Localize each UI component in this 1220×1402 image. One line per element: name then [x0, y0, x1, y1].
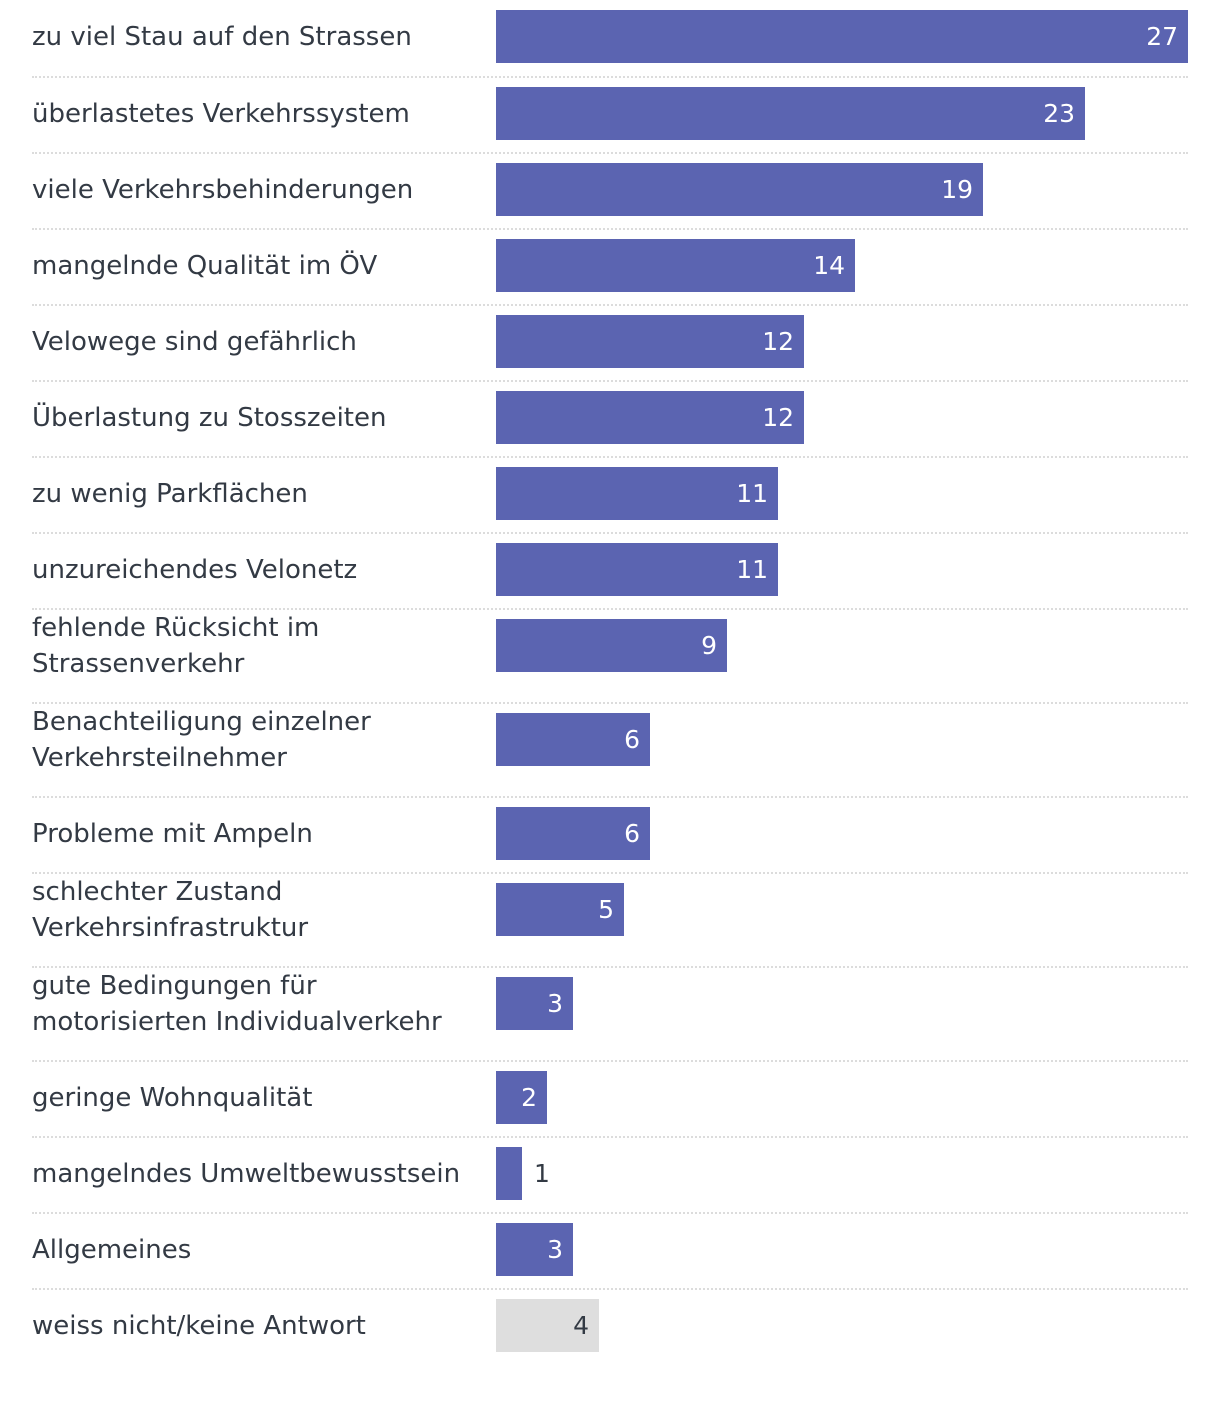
row-separator — [32, 152, 1188, 154]
bar — [496, 1147, 522, 1200]
value-label: 19 — [941, 174, 973, 204]
row-separator — [32, 228, 1188, 230]
category-label-line: viele Verkehrsbehinderungen — [32, 174, 414, 205]
category-label-line: fehlende Rücksicht im — [32, 612, 320, 643]
category-label-line: mangelnde Qualität im ÖV — [32, 250, 378, 281]
category-label: zu wenig Parkflächen — [32, 476, 482, 512]
bar — [496, 619, 727, 672]
category-label-line: Benachteiligung einzelner — [32, 706, 371, 737]
bar — [496, 1299, 599, 1352]
bar — [496, 713, 650, 766]
category-label: Benachteiligung einzelner Verkehrsteilneh… — [32, 704, 482, 776]
bar — [496, 1223, 573, 1276]
value-label: 2 — [521, 1082, 537, 1112]
row-separator — [32, 1288, 1188, 1290]
value-label: 4 — [573, 1310, 589, 1340]
category-label: mangelnde Qualität im ÖV — [32, 248, 482, 284]
category-label-line: Allgemeines — [32, 1234, 192, 1265]
category-label-line: unzureichendes Velonetz — [32, 554, 358, 585]
row-separator — [32, 608, 1188, 610]
category-label: unzureichendes Velonetz — [32, 552, 482, 588]
category-label-line: mangelndes Umweltbewusstsein — [32, 1158, 461, 1189]
row-separator — [32, 872, 1188, 874]
bar — [496, 977, 573, 1030]
category-label-line: Überlastung zu Stosszeiten — [32, 402, 387, 433]
bar — [496, 10, 1188, 63]
bar — [496, 883, 624, 936]
value-label: 3 — [547, 988, 563, 1018]
category-label-line: geringe Wohnqualität — [32, 1082, 313, 1113]
category-label-line: weiss nicht/keine Antwort — [32, 1310, 366, 1341]
category-label: schlechter Zustand Verkehrsinfrastruktur — [32, 874, 482, 946]
row-separator — [32, 380, 1188, 382]
row-separator — [32, 1212, 1188, 1214]
bar — [496, 87, 1085, 140]
row-separator — [32, 76, 1188, 78]
category-label-line: schlechter Zustand — [32, 876, 283, 907]
category-label-line: Verkehrsinfrastruktur — [32, 912, 309, 943]
category-label-line: zu wenig Parkflächen — [32, 478, 308, 509]
row-separator — [32, 702, 1188, 704]
row-separator — [32, 456, 1188, 458]
value-label: 3 — [547, 1234, 563, 1264]
row-separator — [32, 532, 1188, 534]
row-separator — [32, 1136, 1188, 1138]
category-label-line: motorisierten Individualverkehr — [32, 1006, 442, 1037]
bar — [496, 239, 855, 292]
value-label: 23 — [1043, 98, 1075, 128]
category-label: mangelndes Umweltbewusstsein — [32, 1156, 482, 1192]
category-label-line: gute Bedingungen für — [32, 970, 317, 1001]
value-label: 5 — [598, 894, 614, 924]
row-separator — [32, 966, 1188, 968]
value-label: 12 — [762, 402, 794, 432]
bar — [496, 467, 778, 520]
bar — [496, 391, 804, 444]
category-label: fehlende Rücksicht im Strassenverkehr — [32, 610, 482, 682]
value-label: 27 — [1146, 21, 1178, 51]
value-label: 6 — [624, 818, 640, 848]
category-label: Überlastung zu Stosszeiten — [32, 400, 482, 436]
category-label-line: Velowege sind gefährlich — [32, 326, 357, 357]
category-label: zu viel Stau auf den Strassen — [32, 19, 482, 55]
category-label-line: zu viel Stau auf den Strassen — [32, 21, 412, 52]
row-separator — [32, 796, 1188, 798]
category-label: viele Verkehrsbehinderungen — [32, 172, 482, 208]
category-label: Allgemeines — [32, 1232, 482, 1268]
category-label: Probleme mit Ampeln — [32, 816, 482, 852]
bar — [496, 315, 804, 368]
value-label: 11 — [736, 478, 768, 508]
bar — [496, 1071, 547, 1124]
category-label: Velowege sind gefährlich — [32, 324, 482, 360]
bar — [496, 807, 650, 860]
bar — [496, 543, 778, 596]
category-label: überlastetes Verkehrssystem — [32, 96, 482, 132]
value-label: 14 — [813, 250, 845, 280]
row-separator — [32, 304, 1188, 306]
category-label: gute Bedingungen für motorisierten Indivi… — [32, 968, 482, 1040]
value-label: 11 — [736, 554, 768, 584]
category-label-line: Probleme mit Ampeln — [32, 818, 313, 849]
value-label: 9 — [701, 630, 717, 660]
value-label: 12 — [762, 326, 794, 356]
row-separator — [32, 1060, 1188, 1062]
category-label: geringe Wohnqualität — [32, 1080, 482, 1116]
value-label: 6 — [624, 724, 640, 754]
category-label-line: Strassenverkehr — [32, 648, 245, 679]
category-label-line: Verkehrsteilnehmer — [32, 742, 287, 773]
bar — [496, 163, 983, 216]
category-label: weiss nicht/keine Antwort — [32, 1308, 482, 1344]
value-label: 1 — [534, 1158, 550, 1188]
category-label-line: überlastetes Verkehrssystem — [32, 98, 410, 129]
